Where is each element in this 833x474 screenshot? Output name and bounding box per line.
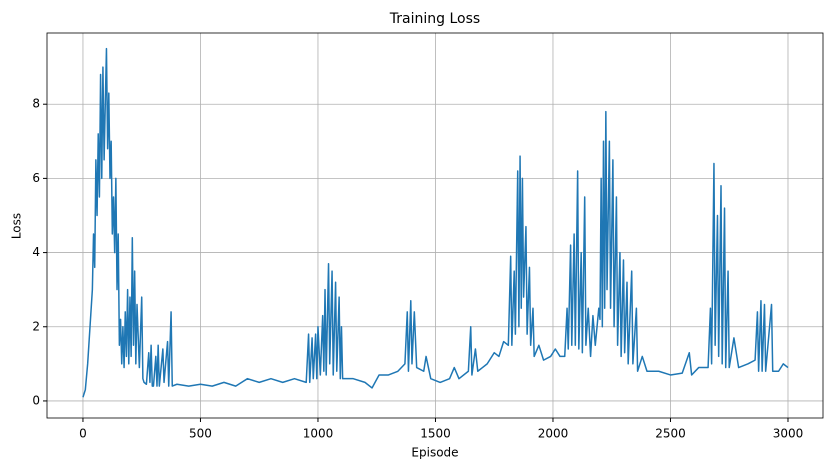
data-line <box>82 47 789 398</box>
x-tick-label: 2000 <box>538 427 569 441</box>
x-tick-label: 500 <box>189 427 212 441</box>
y-tick-label: 0 <box>32 393 40 407</box>
x-tick-label: 2500 <box>655 427 686 441</box>
y-tick-label: 8 <box>32 97 40 111</box>
y-tick-label: 4 <box>32 245 40 259</box>
x-tick-label: 0 <box>79 427 87 441</box>
x-tick-label: 1500 <box>420 427 451 441</box>
plot-frame <box>46 32 824 419</box>
x-tick-label: 3000 <box>773 427 804 441</box>
y-tick-label: 6 <box>32 171 40 185</box>
x-axis-label: Episode <box>411 446 458 460</box>
chart-title: Training Loss <box>389 11 480 27</box>
x-tick-label: 1000 <box>303 427 334 441</box>
y-axis-label: Loss <box>10 213 24 239</box>
y-tick-label: 2 <box>32 319 40 333</box>
